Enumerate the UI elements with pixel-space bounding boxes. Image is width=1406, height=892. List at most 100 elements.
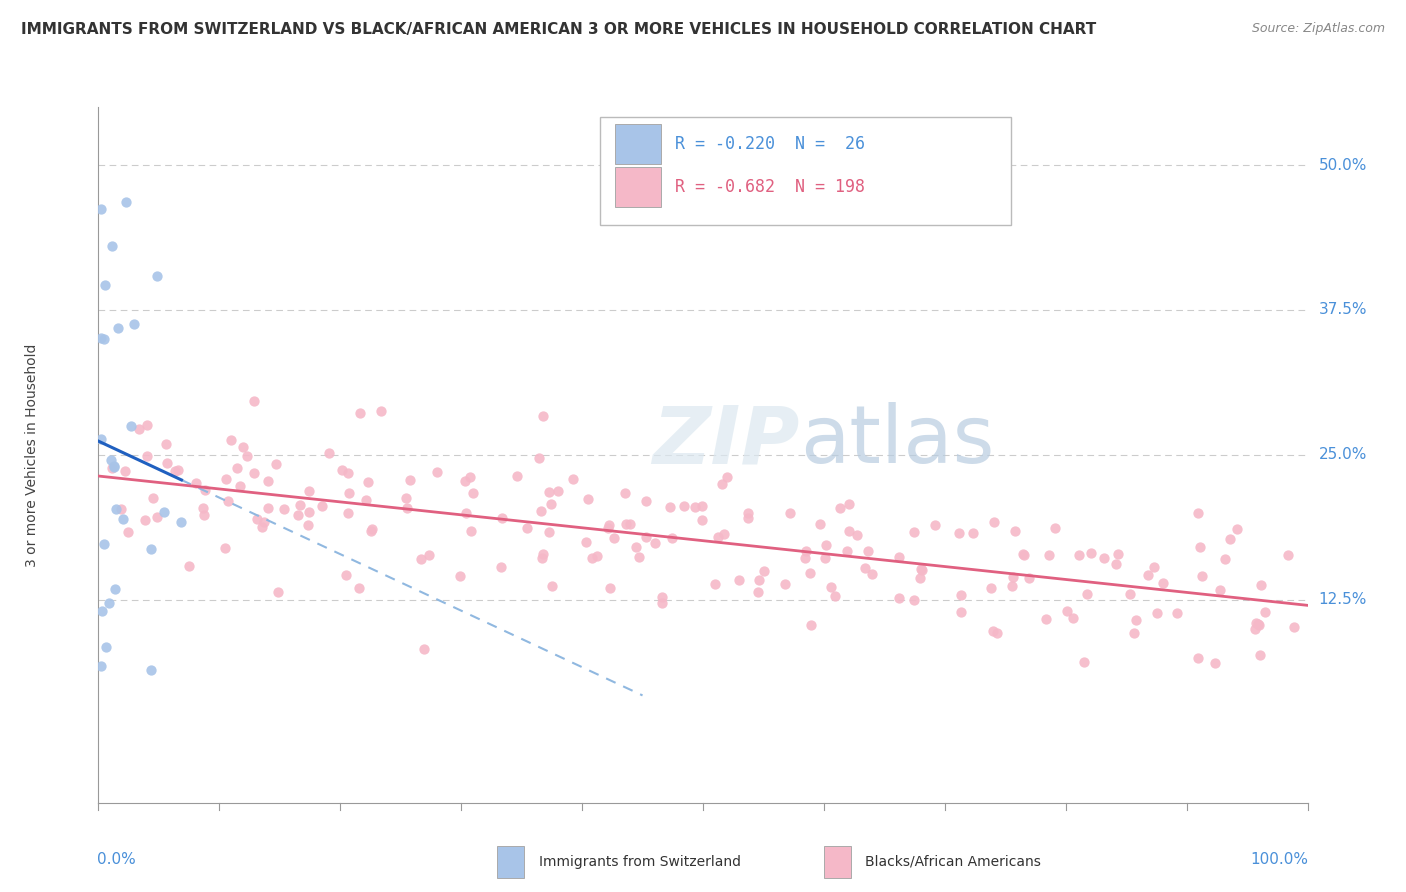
- Point: [838, 524, 860, 539]
- Point: [297, 518, 319, 533]
- Point: [226, 461, 249, 475]
- Point: [673, 499, 696, 513]
- Point: [418, 548, 440, 562]
- Point: [516, 521, 538, 535]
- Point: [1277, 548, 1299, 562]
- Point: [412, 641, 434, 656]
- Point: [117, 525, 139, 540]
- Point: [1073, 655, 1095, 669]
- Point: [184, 475, 207, 490]
- Point: [1118, 586, 1140, 600]
- Point: [97, 596, 120, 610]
- Point: [349, 406, 371, 420]
- Text: 0.0%: 0.0%: [97, 852, 136, 866]
- Point: [683, 500, 706, 515]
- Point: [800, 618, 823, 632]
- Point: [533, 409, 555, 424]
- Point: [1146, 606, 1168, 620]
- Point: [194, 483, 217, 498]
- Point: [911, 563, 934, 577]
- Point: [505, 468, 527, 483]
- Point: [1125, 614, 1147, 628]
- Point: [659, 500, 682, 515]
- Point: [349, 581, 371, 595]
- Text: 25.0%: 25.0%: [1319, 448, 1367, 462]
- Text: 37.5%: 37.5%: [1319, 302, 1367, 318]
- Text: R = -0.682  N = 198: R = -0.682 N = 198: [675, 178, 865, 196]
- Point: [860, 567, 883, 582]
- Point: [1152, 575, 1174, 590]
- Point: [627, 550, 650, 565]
- Point: [1038, 548, 1060, 562]
- Point: [267, 584, 290, 599]
- Point: [820, 581, 842, 595]
- Point: [217, 494, 239, 508]
- Point: [1247, 618, 1270, 632]
- Point: [846, 528, 869, 542]
- Point: [256, 501, 278, 516]
- Point: [799, 566, 821, 581]
- Point: [115, 194, 138, 209]
- Point: [90, 603, 112, 617]
- Point: [1249, 648, 1271, 662]
- Point: [980, 581, 1002, 595]
- Point: [1107, 547, 1129, 561]
- Point: [236, 449, 259, 463]
- Point: [90, 331, 112, 345]
- Point: [690, 499, 713, 513]
- Point: [128, 422, 150, 436]
- Point: [94, 640, 117, 654]
- Point: [794, 551, 817, 566]
- Point: [661, 531, 683, 545]
- Point: [889, 550, 911, 565]
- Point: [288, 498, 311, 512]
- Point: [547, 483, 569, 498]
- Point: [1137, 567, 1160, 582]
- Point: [93, 332, 115, 346]
- Point: [1204, 656, 1226, 670]
- Point: [530, 504, 553, 518]
- Point: [264, 457, 287, 471]
- Point: [1250, 578, 1272, 592]
- Point: [779, 506, 801, 520]
- Point: [903, 525, 925, 540]
- Point: [644, 536, 666, 550]
- Point: [229, 479, 252, 493]
- Point: [1105, 557, 1128, 571]
- Point: [794, 544, 817, 558]
- Point: [243, 393, 266, 408]
- Point: [142, 491, 165, 505]
- Point: [336, 466, 359, 480]
- Point: [460, 524, 482, 538]
- FancyBboxPatch shape: [614, 167, 661, 207]
- Point: [156, 456, 179, 470]
- Point: [1189, 540, 1212, 554]
- Text: 3 or more Vehicles in Household: 3 or more Vehicles in Household: [25, 343, 39, 566]
- Point: [707, 530, 730, 544]
- Text: 50.0%: 50.0%: [1319, 158, 1367, 172]
- Point: [737, 511, 759, 525]
- Point: [232, 440, 254, 454]
- Point: [1001, 579, 1024, 593]
- Point: [950, 588, 973, 602]
- Point: [134, 512, 156, 526]
- Text: R = -0.220  N =  26: R = -0.220 N = 26: [675, 135, 865, 153]
- Point: [598, 518, 620, 533]
- Point: [93, 537, 115, 551]
- Point: [454, 474, 477, 488]
- Point: [335, 568, 357, 582]
- Text: IMMIGRANTS FROM SWITZERLAND VS BLACK/AFRICAN AMERICAN 3 OR MORE VEHICLES IN HOUS: IMMIGRANTS FROM SWITZERLAND VS BLACK/AFR…: [21, 22, 1097, 37]
- Point: [163, 464, 186, 478]
- Point: [330, 463, 353, 477]
- Point: [337, 506, 360, 520]
- Point: [983, 516, 1005, 530]
- FancyBboxPatch shape: [614, 124, 661, 164]
- Point: [1001, 569, 1024, 583]
- Point: [858, 544, 880, 558]
- Point: [626, 540, 648, 554]
- Point: [1187, 651, 1209, 665]
- Text: 12.5%: 12.5%: [1319, 592, 1367, 607]
- Point: [298, 483, 321, 498]
- Point: [1191, 568, 1213, 582]
- Point: [155, 437, 177, 451]
